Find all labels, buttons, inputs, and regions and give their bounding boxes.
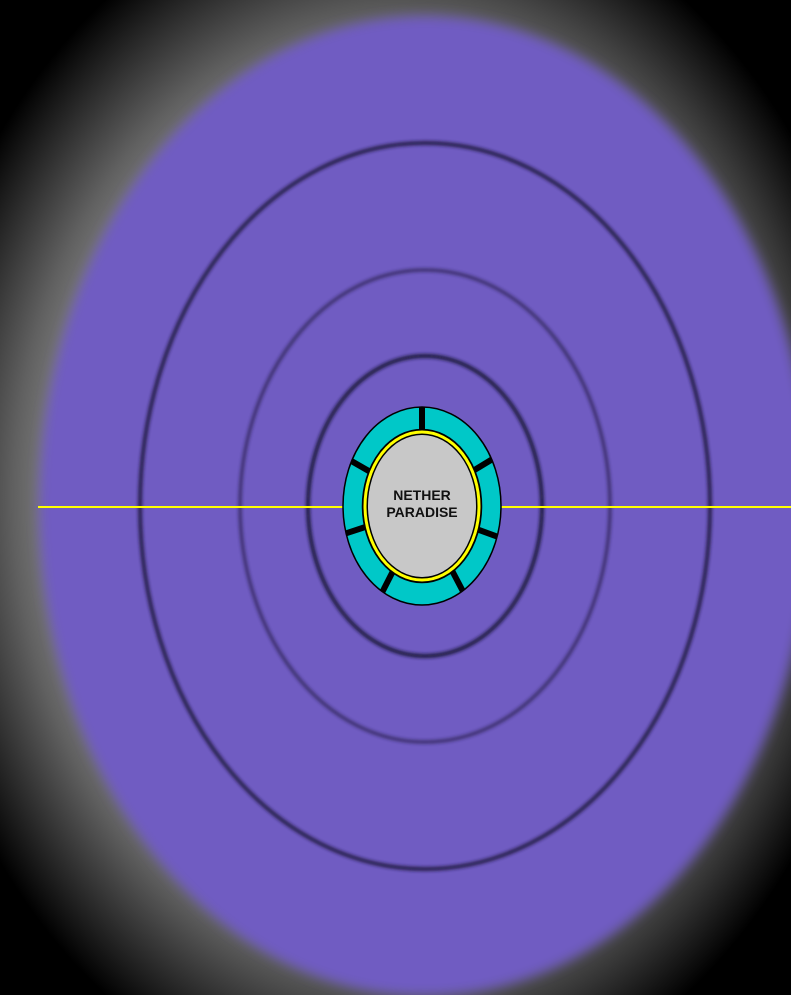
center-label-line1: NETHER (393, 487, 451, 503)
segment-mark (379, 568, 397, 594)
nether-paradise-body (342, 406, 502, 606)
core (368, 435, 476, 577)
segment-mark (475, 526, 499, 540)
core-yellow-ring-fill (363, 430, 481, 582)
segment-mark (345, 523, 369, 537)
segment-mark (448, 568, 466, 593)
segment-mark (350, 458, 373, 475)
center-label-line2: PARADISE (386, 504, 457, 520)
segment-mark (470, 456, 494, 474)
segment-marks (345, 407, 499, 594)
